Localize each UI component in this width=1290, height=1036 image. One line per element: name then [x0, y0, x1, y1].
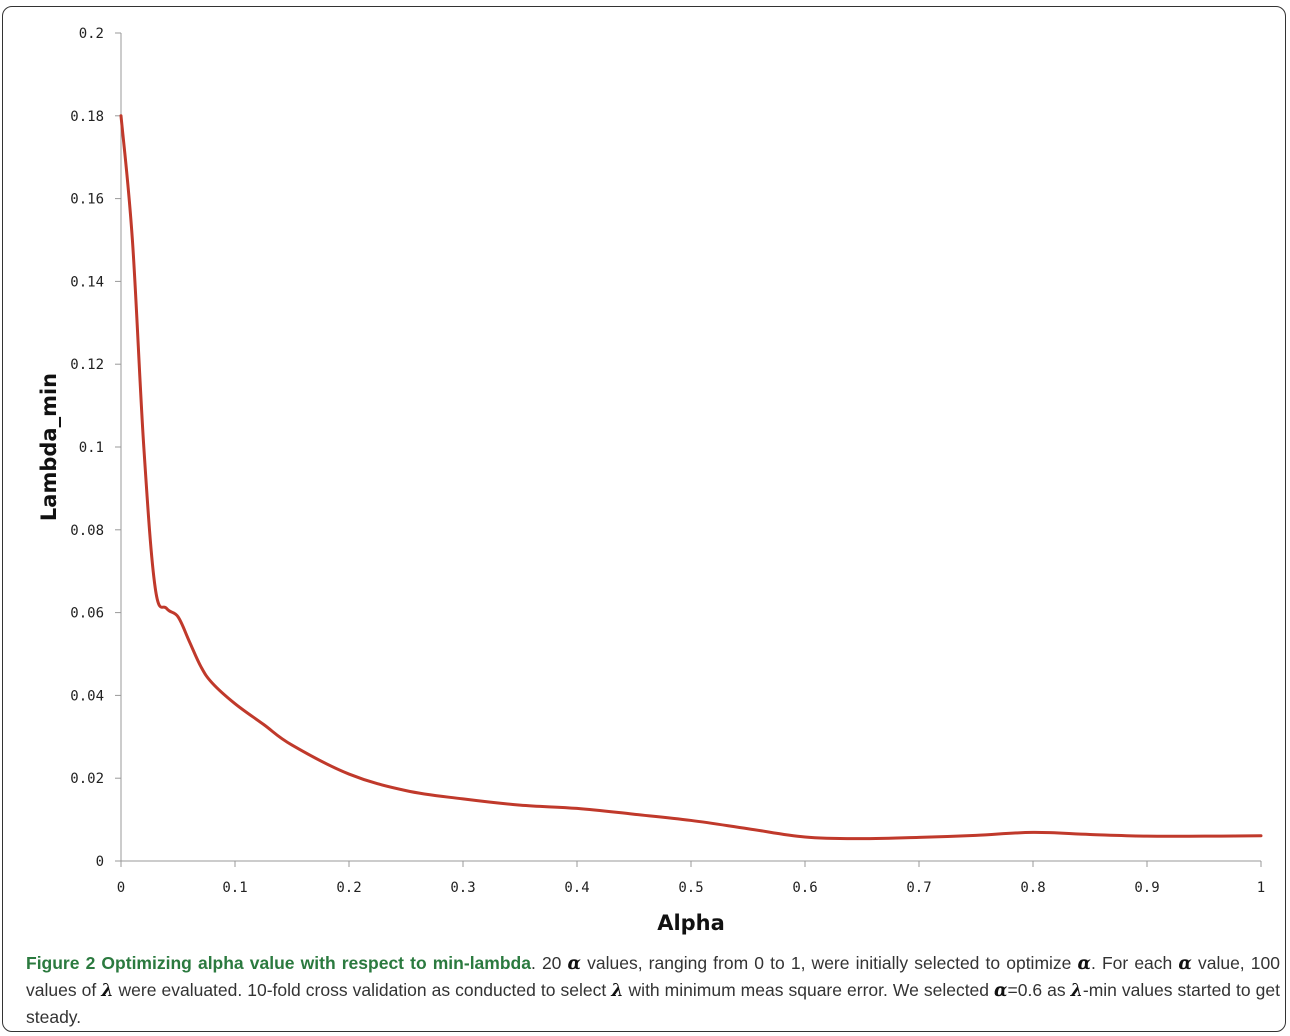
x-tick-label: 0.4 [564, 880, 589, 896]
alpha-symbol: α [1077, 954, 1091, 974]
caption-text-4: value, 100 values of [26, 953, 1280, 1000]
x-tick-label: 0 [117, 880, 125, 896]
x-tick-label: 1 [1257, 880, 1265, 896]
y-tick-label: 0.2 [79, 26, 104, 42]
line-chart: 00.020.040.060.080.10.120.140.160.180.2 … [37, 26, 1265, 935]
x-tick-label: 0.5 [678, 880, 703, 896]
figure-caption: Figure 2 Optimizing alpha value with res… [26, 950, 1280, 1030]
y-tick-label: 0.04 [70, 688, 104, 704]
caption-text-6: with minimum meas square error. We selec… [623, 980, 995, 1000]
x-tick-label: 0.2 [336, 880, 361, 896]
y-tick-label: 0.1 [79, 440, 104, 456]
y-tick-label: 0.16 [70, 192, 104, 208]
series-layer [119, 114, 1263, 841]
x-axis: 0 0.1 0.2 0.3 0.4 0.5 0.6 0.7 0.8 0.9 1 [117, 860, 1265, 896]
y-tick-label: 0.08 [70, 523, 104, 539]
y-ticks: 0 0.02 0.04 0.06 0.08 0.1 0.12 0.14 0.16 0.18 0.2 [70, 26, 121, 870]
x-tick-label: 0.6 [792, 880, 817, 896]
caption-text-1: . 20 [530, 953, 568, 973]
y-tick-label: 0.06 [70, 606, 104, 622]
lambda-symbol: λ [611, 981, 624, 1001]
caption-text-3: . For each [1090, 953, 1179, 973]
series-line [119, 114, 1263, 841]
caption-text-2: values, ranging from 0 to 1, were initia… [581, 953, 1078, 973]
caption-text-5: were evaluated. 10-fold cross validation… [113, 980, 612, 1000]
y-tick-label: 0.02 [70, 771, 104, 787]
x-tick-label: 0.7 [906, 880, 931, 896]
x-axis-title: Alpha [657, 911, 725, 935]
y-axis-title: Lambda_min [37, 373, 61, 521]
alpha-symbol: α [567, 954, 581, 974]
x-tick-label: 0.1 [222, 880, 247, 896]
y-tick-label: 0.12 [70, 357, 104, 373]
alpha-symbol: α [1178, 954, 1192, 974]
y-axis: 0 0.02 0.04 0.06 0.08 0.1 0.12 0.14 0.16 0.18 0.2 [70, 26, 122, 870]
x-tick-label: 0.8 [1020, 880, 1045, 896]
x-ticks: 0 0.1 0.2 0.3 0.4 0.5 0.6 0.7 0.8 0.9 1 [117, 861, 1265, 896]
lambda-symbol: λ [1070, 981, 1083, 1001]
y-tick-label: 0.18 [70, 109, 104, 125]
caption-text-7: =0.6 as [1007, 980, 1071, 1000]
x-tick-label: 0.9 [1134, 880, 1159, 896]
lambda-symbol: λ [101, 981, 114, 1001]
alpha-symbol: α [994, 981, 1008, 1001]
x-tick-label: 0.3 [450, 880, 475, 896]
caption-title: Figure 2 Optimizing alpha value with res… [26, 953, 531, 973]
y-tick-label: 0.14 [70, 274, 104, 290]
y-tick-label: 0 [96, 854, 104, 870]
caption-text-8: -min values started to get steady. [26, 980, 1280, 1027]
